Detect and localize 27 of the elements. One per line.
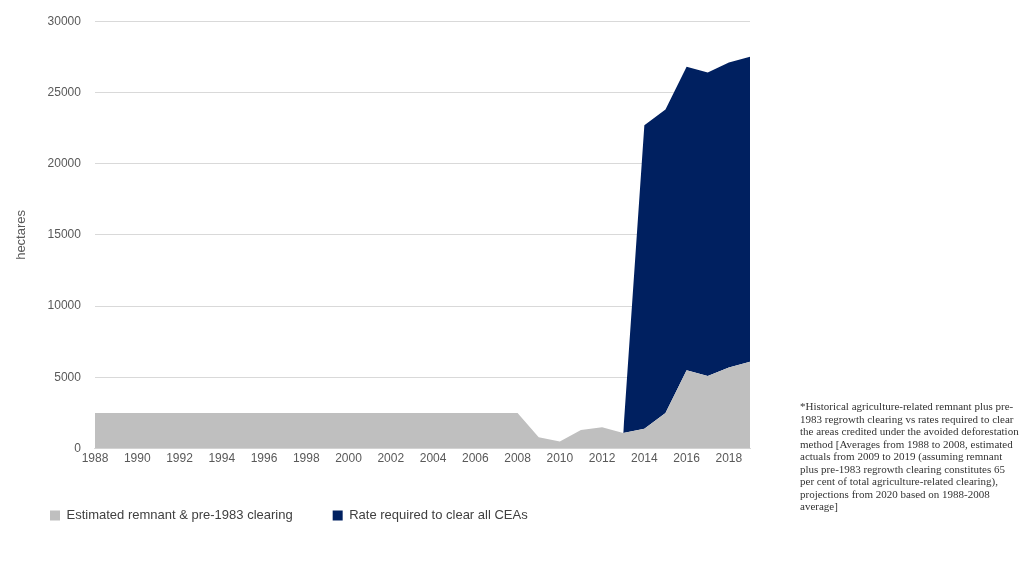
x-tick-label: 2004 [419, 451, 447, 466]
x-tick-label: 1998 [292, 451, 320, 466]
x-tick-label: 2018 [715, 451, 743, 466]
y-tick-label: 5000 [54, 369, 82, 384]
x-tick-label: 2008 [504, 451, 532, 466]
y-tick-label: 30000 [47, 13, 82, 28]
x-tick-label: 2006 [461, 451, 489, 466]
legend-label: Rate required to clear all CEAs [349, 507, 529, 523]
x-tick-label: 2016 [673, 451, 701, 466]
y-tick-label: 25000 [47, 84, 82, 99]
x-tick-label: 2014 [631, 451, 659, 466]
x-tick-label: 2002 [377, 451, 405, 466]
x-tick-label: 1988 [81, 451, 109, 466]
x-tick-label: 2012 [588, 451, 616, 466]
x-tick-label: 1990 [123, 451, 151, 466]
y-tick-label: 0 [74, 440, 82, 455]
x-tick-label: 1992 [166, 451, 194, 466]
x-tick-label: 2010 [546, 451, 574, 466]
legend-label: Estimated remnant & pre-1983 clearing [66, 507, 293, 523]
y-tick-label: 15000 [47, 227, 82, 242]
y-axis-title: hectares [13, 209, 29, 260]
text: *Historical agriculture-related remnant plus pre-1983 regrowth clearing vs rates required to clear the areas credited under the avoided deforestation method [Averages from 1988 to 2008, estimated actuals from 2009 to 2019 (assuming remnant plus pre-1983 regrowth clearing constitutes 65 per cent of total agriculture-related clearing), projections from 2020 based on 1988-2008 average] [800, 400, 1019, 512]
y-tick-label: 10000 [47, 298, 82, 313]
y-tick-label: 20000 [47, 155, 82, 170]
x-tick-label: 1996 [250, 451, 278, 466]
x-tick-label: 1994 [208, 451, 236, 466]
x-tick-label: 2000 [335, 451, 363, 466]
